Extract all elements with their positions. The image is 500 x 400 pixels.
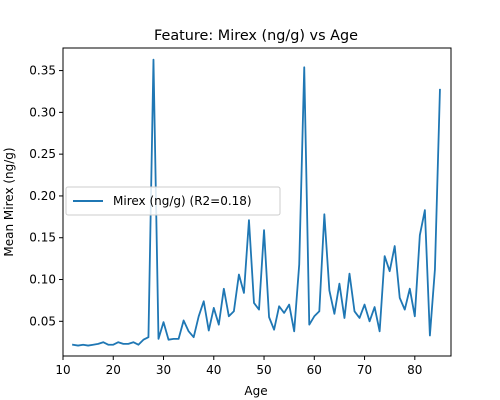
y-axis-label: Mean Mirex (ng/g) xyxy=(2,147,16,256)
x-axis-label: Age xyxy=(244,384,267,398)
x-tick-label: 20 xyxy=(106,363,121,377)
y-tick-label: 0.25 xyxy=(29,147,56,161)
legend-label: Mirex (ng/g) (R2=0.18) xyxy=(113,194,252,208)
x-tick-label: 50 xyxy=(256,363,271,377)
chart-title: Feature: Mirex (ng/g) vs Age xyxy=(154,28,358,44)
x-tick-label: 80 xyxy=(407,363,422,377)
plot-frame xyxy=(62,47,452,357)
y-tick-label: 0.15 xyxy=(29,231,56,245)
y-tick-label: 0.30 xyxy=(29,105,56,119)
x-tick-label: 70 xyxy=(357,363,372,377)
plot-area: 10 20 30 40 50 60 70 80 0.05 0.10 0.15 0.20 0.25 0.30… xyxy=(29,58,441,377)
y-tick-label: 0.05 xyxy=(29,314,56,328)
series-line-0 xyxy=(72,58,441,347)
y-tick-label: 0.20 xyxy=(29,189,56,203)
x-tick-label: 60 xyxy=(307,363,322,377)
legend-box xyxy=(65,186,281,216)
x-tick-label: 10 xyxy=(55,363,70,377)
y-tick-label: 0.35 xyxy=(29,64,56,78)
y-tick-label: 0.10 xyxy=(29,273,56,287)
x-tick-label: 40 xyxy=(206,363,221,377)
x-tick-label: 30 xyxy=(156,363,171,377)
legend: Mirex (ng/g) (R2=0.18) xyxy=(65,186,281,216)
